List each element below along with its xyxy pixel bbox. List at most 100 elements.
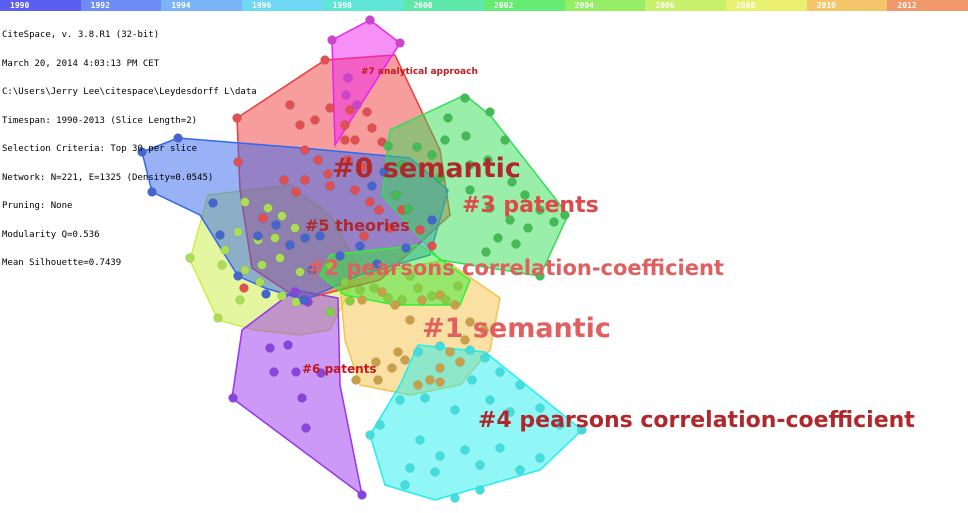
node-dot[interactable] xyxy=(325,260,335,270)
node-dot[interactable] xyxy=(420,393,430,403)
node-dot[interactable] xyxy=(240,197,250,207)
node-dot[interactable] xyxy=(327,35,337,45)
node-dot[interactable] xyxy=(220,245,230,255)
node-dot[interactable] xyxy=(549,217,559,227)
node-dot[interactable] xyxy=(295,120,305,130)
node-dot[interactable] xyxy=(265,343,275,353)
node-dot[interactable] xyxy=(277,211,287,221)
node-dot[interactable] xyxy=(465,160,475,170)
node-dot[interactable] xyxy=(295,267,305,277)
node-dot[interactable] xyxy=(445,347,455,357)
node-dot[interactable] xyxy=(367,181,377,191)
node-dot[interactable] xyxy=(343,73,353,83)
node-dot[interactable] xyxy=(401,243,411,253)
node-dot[interactable] xyxy=(301,423,311,433)
node-dot[interactable] xyxy=(385,223,395,233)
node-dot[interactable] xyxy=(367,123,377,133)
node-dot[interactable] xyxy=(507,177,517,187)
node-dot[interactable] xyxy=(297,393,307,403)
node-dot[interactable] xyxy=(515,380,525,390)
node-dot[interactable] xyxy=(300,233,310,243)
node-dot[interactable] xyxy=(535,205,545,215)
node-dot[interactable] xyxy=(285,240,295,250)
node-dot[interactable] xyxy=(291,187,301,197)
node-dot[interactable] xyxy=(147,187,157,197)
node-dot[interactable] xyxy=(475,460,485,470)
node-dot[interactable] xyxy=(233,271,243,281)
node-dot[interactable] xyxy=(515,465,525,475)
node-dot[interactable] xyxy=(505,407,515,417)
node-dot[interactable] xyxy=(440,135,450,145)
node-dot[interactable] xyxy=(535,453,545,463)
node-dot[interactable] xyxy=(400,480,410,490)
node-dot[interactable] xyxy=(371,357,381,367)
node-dot[interactable] xyxy=(435,451,445,461)
node-dot[interactable] xyxy=(362,107,372,117)
node-dot[interactable] xyxy=(257,260,267,270)
node-dot[interactable] xyxy=(316,368,326,378)
node-dot[interactable] xyxy=(453,281,463,291)
node-dot[interactable] xyxy=(485,107,495,117)
node-dot[interactable] xyxy=(387,363,397,373)
node-dot[interactable] xyxy=(435,341,445,351)
node-dot[interactable] xyxy=(427,291,437,301)
node-dot[interactable] xyxy=(427,215,437,225)
node-dot[interactable] xyxy=(279,175,289,185)
node-dot[interactable] xyxy=(435,377,445,387)
node-dot[interactable] xyxy=(383,293,393,303)
node-dot[interactable] xyxy=(395,395,405,405)
node-dot[interactable] xyxy=(325,181,335,191)
node-dot[interactable] xyxy=(365,15,375,25)
node-dot[interactable] xyxy=(315,231,325,241)
node-dot[interactable] xyxy=(283,340,293,350)
node-dot[interactable] xyxy=(258,213,268,223)
node-dot[interactable] xyxy=(345,296,355,306)
node-dot[interactable] xyxy=(275,253,285,263)
node-dot[interactable] xyxy=(485,395,495,405)
node-dot[interactable] xyxy=(271,220,281,230)
node-dot[interactable] xyxy=(269,367,279,377)
node-dot[interactable] xyxy=(495,367,505,377)
node-dot[interactable] xyxy=(357,490,367,500)
node-dot[interactable] xyxy=(320,55,330,65)
node-dot[interactable] xyxy=(300,145,310,155)
node-dot[interactable] xyxy=(299,295,309,305)
node-dot[interactable] xyxy=(217,260,227,270)
node-dot[interactable] xyxy=(435,173,445,183)
node-dot[interactable] xyxy=(523,223,533,233)
node-dot[interactable] xyxy=(240,265,250,275)
node-dot[interactable] xyxy=(383,141,393,151)
node-dot[interactable] xyxy=(340,120,350,130)
node-dot[interactable] xyxy=(325,307,335,317)
node-dot[interactable] xyxy=(460,335,470,345)
node-dot[interactable] xyxy=(450,300,460,310)
node-dot[interactable] xyxy=(391,190,401,200)
node-dot[interactable] xyxy=(369,283,379,293)
node-dot[interactable] xyxy=(350,185,360,195)
node-dot[interactable] xyxy=(460,93,470,103)
node-dot[interactable] xyxy=(355,241,365,251)
node-dot[interactable] xyxy=(137,147,147,157)
node-dot[interactable] xyxy=(335,251,345,261)
node-dot[interactable] xyxy=(357,295,367,305)
node-dot[interactable] xyxy=(405,315,415,325)
node-dot[interactable] xyxy=(352,100,362,110)
node-dot[interactable] xyxy=(290,223,300,233)
node-dot[interactable] xyxy=(405,271,415,281)
node-dot[interactable] xyxy=(479,325,489,335)
node-dot[interactable] xyxy=(213,313,223,323)
node-dot[interactable] xyxy=(291,367,301,377)
node-dot[interactable] xyxy=(325,103,335,113)
node-dot[interactable] xyxy=(465,345,475,355)
node-dot[interactable] xyxy=(430,467,440,477)
node-dot[interactable] xyxy=(535,271,545,281)
node-dot[interactable] xyxy=(413,283,423,293)
node-dot[interactable] xyxy=(379,167,389,177)
node-dot[interactable] xyxy=(255,277,265,287)
node-dot[interactable] xyxy=(405,463,415,473)
node-dot[interactable] xyxy=(173,133,183,143)
node-dot[interactable] xyxy=(475,485,485,495)
node-dot[interactable] xyxy=(441,295,451,305)
node-dot[interactable] xyxy=(560,210,570,220)
node-dot[interactable] xyxy=(270,233,280,243)
